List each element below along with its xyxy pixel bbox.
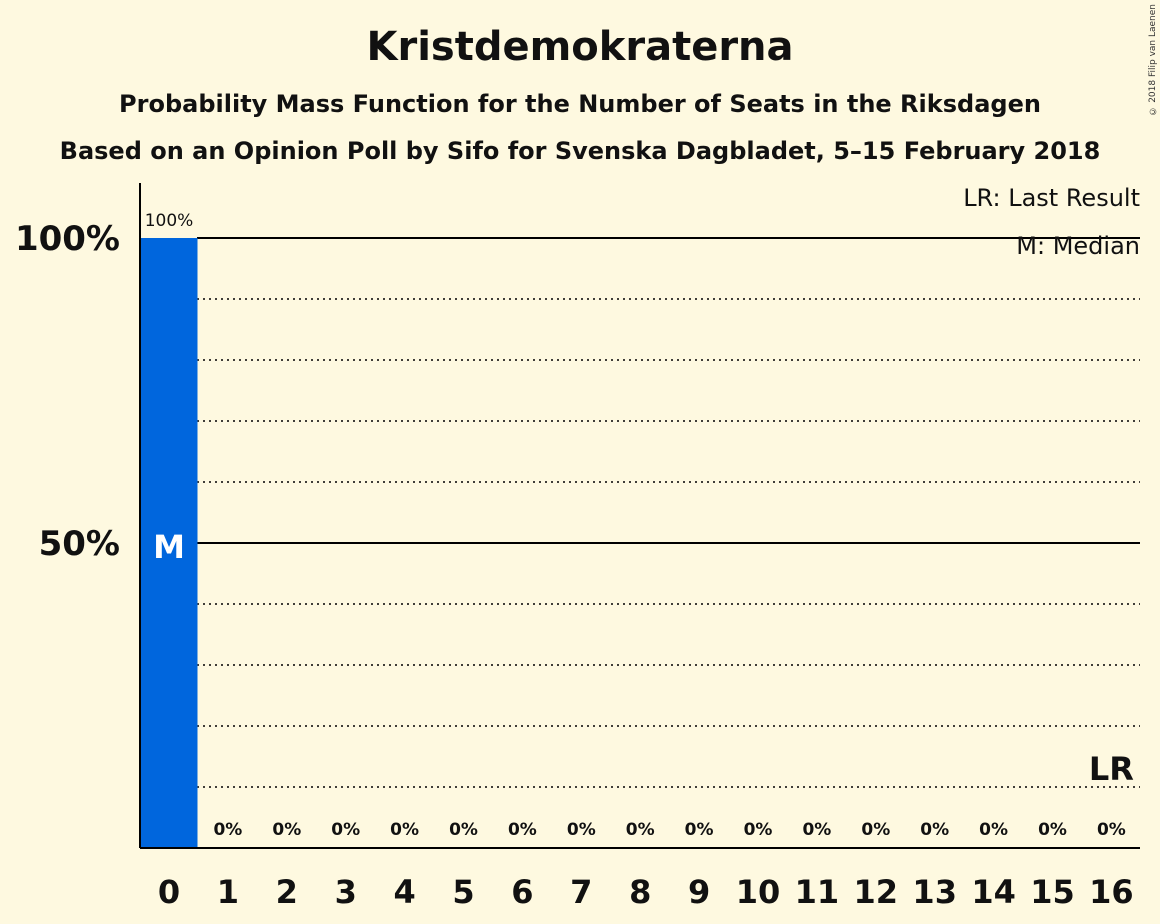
legend-last-result: LR: Last Result [963,184,1140,212]
last-result-marker: LR [1089,750,1134,788]
bar-value-label: 0% [449,820,478,840]
bar-value-label: 0% [1038,820,1067,840]
bar-value-label: 0% [920,820,949,840]
x-tick-label: 16 [1089,873,1134,911]
x-tick-label: 3 [335,873,357,911]
bar-value-label: 0% [802,820,831,840]
x-tick-label: 7 [570,873,592,911]
x-tick-label: 6 [511,873,533,911]
x-tick-label: 2 [276,873,298,911]
bar-value-label: 0% [1097,820,1126,840]
y-tick-label: 100% [15,219,120,259]
x-tick-label: 8 [629,873,651,911]
x-tick-label: 1 [217,873,239,911]
x-tick-label: 5 [452,873,474,911]
bar [140,238,198,848]
x-tick-label: 13 [912,873,957,911]
x-tick-label: 15 [1030,873,1075,911]
bar-value-label: 0% [213,820,242,840]
legend-median: M: Median [1016,232,1140,260]
x-tick-label: 11 [795,873,840,911]
bar-value-label: 0% [744,820,773,840]
bar-value-label: 0% [979,820,1008,840]
bar-value-label: 0% [685,820,714,840]
x-tick-label: 12 [854,873,899,911]
bar-value-label: 0% [567,820,596,840]
bar-value-label: 100% [145,211,194,231]
x-tick-label: 14 [971,873,1016,911]
bar-value-label: 0% [390,820,419,840]
chart-source-line: Based on an Opinion Poll by Sifo for Sve… [59,137,1101,165]
median-marker: M [153,528,185,566]
chart-title: Kristdemokraterna [366,24,794,70]
x-tick-label: 0 [158,873,180,911]
bar-value-label: 0% [626,820,655,840]
chart-subtitle: Probability Mass Function for the Number… [119,90,1041,118]
bar-value-label: 0% [272,820,301,840]
x-tick-label: 10 [736,873,781,911]
y-tick-label: 50% [39,524,120,564]
x-tick-label: 4 [393,873,415,911]
bar-value-label: 0% [508,820,537,840]
bar-value-label: 0% [331,820,360,840]
x-tick-label: 9 [688,873,710,911]
bar-value-label: 0% [861,820,890,840]
